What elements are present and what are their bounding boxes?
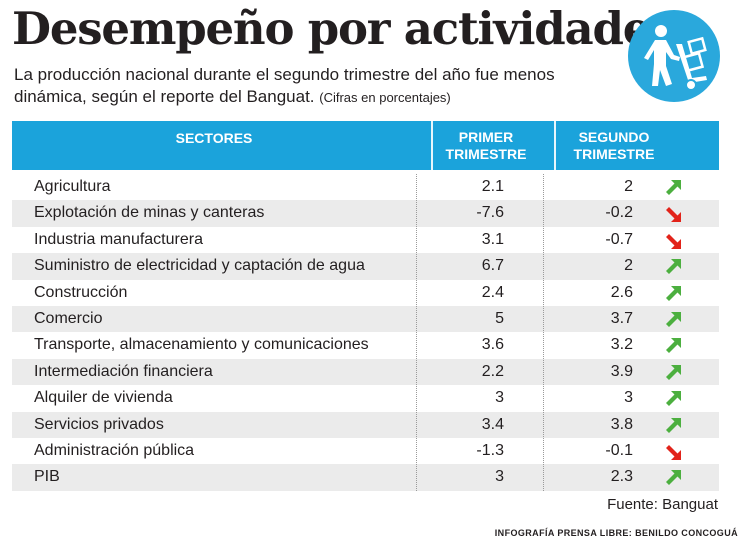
subtitle: La producción nacional durante el segund…: [14, 64, 614, 109]
q2-value: 2: [624, 257, 633, 275]
table-row: Transporte, almacenamiento y comunicacio…: [12, 332, 719, 358]
sector-name: PIB: [34, 468, 60, 486]
q2-value: 3.7: [610, 309, 633, 327]
table-row: Explotación de minas y canteras -7.6 -0.2: [12, 200, 719, 227]
q1-value: 3: [495, 468, 504, 486]
sector-name: Administración pública: [34, 441, 195, 459]
col-header-q2: SEGUNDO TRIMESTRE: [572, 129, 656, 163]
col-header-q1-line2: TRIMESTRE: [445, 146, 527, 162]
table-body: Agricultura 2.1 2 Explotación de minas y ca…: [12, 174, 719, 491]
source-note: Fuente: Banguat: [607, 496, 718, 513]
table-row: Suministro de electricidad y captación d…: [12, 253, 719, 280]
trend-up-icon: [666, 259, 681, 275]
sector-name: Suministro de electricidad y captación d…: [34, 257, 365, 275]
sector-name: Transporte, almacenamiento y comunicacio…: [34, 336, 369, 354]
q1-value: 3.1: [481, 230, 504, 248]
data-table: SECTORES PRIMER TRIMESTRE SEGUNDO TRIMES…: [12, 121, 719, 491]
q2-value: 2: [624, 178, 633, 195]
q2-value: 2.3: [610, 468, 633, 486]
trend-up-icon: [666, 364, 681, 380]
trend-down-icon: [666, 444, 681, 460]
table-row: Agricultura 2.1 2: [12, 174, 719, 200]
table-row: Administración pública -1.3 -0.1: [12, 438, 719, 464]
table-row: Industria manufacturera 3.1 -0.7: [12, 227, 719, 253]
hand-truck-icon: [644, 25, 707, 91]
trend-up-icon: [666, 417, 681, 433]
hand-truck-badge: [628, 10, 720, 102]
q1-value: 3.4: [481, 415, 504, 433]
sector-name: Servicios privados: [34, 415, 164, 433]
q2-value: 3: [624, 389, 633, 407]
sector-name: Comercio: [34, 309, 103, 327]
trend-up-icon: [666, 391, 681, 407]
col-header-sectores: SECTORES: [175, 130, 253, 146]
sector-name: Industria manufacturera: [34, 230, 203, 248]
header-divider: [431, 121, 433, 170]
q1-value: 5: [495, 309, 504, 327]
trend-up-icon: [666, 311, 681, 327]
table-row: Servicios privados 3.4 3.8: [12, 411, 719, 438]
q2-value: 3.9: [610, 362, 633, 380]
q2-value: -0.2: [605, 204, 633, 222]
page-title: Desempeño por actividades: [12, 2, 676, 55]
col-header-q2-line2: TRIMESTRE: [573, 146, 655, 162]
trend-down-icon: [666, 233, 681, 249]
sector-name: Agricultura: [34, 178, 111, 195]
table-row: Alquiler de vivienda 3 3: [12, 385, 719, 411]
trend-up-icon: [666, 338, 681, 354]
col-header-q1-line1: PRIMER: [458, 129, 514, 145]
trend-up-icon: [666, 180, 681, 195]
sector-name: Construcción: [34, 283, 128, 301]
sector-name: Intermediación financiera: [34, 362, 213, 380]
trend-down-icon: [666, 207, 681, 223]
sector-name: Alquiler de vivienda: [34, 389, 173, 407]
q1-value: 6.7: [481, 257, 504, 275]
table-header: SECTORES PRIMER TRIMESTRE SEGUNDO TRIMES…: [12, 121, 719, 170]
units-note: (Cifras en porcentajes): [319, 90, 451, 105]
credit-line: INFOGRAFÍA PRENSA LIBRE: BENILDO CONCOGU…: [494, 528, 738, 538]
q1-value: -7.6: [476, 204, 504, 222]
q2-value: -0.1: [605, 441, 633, 459]
q1-value: 3.6: [481, 336, 504, 354]
q1-value: 2.4: [481, 283, 504, 301]
column-divider: [416, 174, 417, 491]
col-header-q1: PRIMER TRIMESTRE: [440, 129, 532, 163]
q2-value: 3.8: [610, 415, 633, 433]
q2-value: 2.6: [610, 283, 633, 301]
table-row: PIB 3 2.3: [12, 464, 719, 491]
q2-value: 3.2: [610, 336, 633, 354]
subtitle-text: La producción nacional durante el segund…: [14, 65, 555, 106]
sector-name: Explotación de minas y canteras: [34, 204, 265, 222]
table-row: Comercio 5 3.7: [12, 305, 719, 333]
trend-up-icon: [666, 285, 681, 301]
table-row: Construcción 2.4 2.6: [12, 280, 719, 306]
header-divider: [554, 121, 556, 170]
q1-value: 2.2: [481, 362, 504, 380]
column-divider: [543, 174, 544, 491]
q2-value: -0.7: [605, 230, 633, 248]
q1-value: -1.3: [476, 441, 504, 459]
q1-value: 3: [495, 389, 504, 407]
q1-value: 2.1: [481, 178, 504, 195]
col-header-q2-line1: SEGUNDO: [578, 129, 650, 145]
trend-up-icon: [666, 470, 681, 486]
table-row: Intermediación financiera 2.2 3.9: [12, 358, 719, 386]
